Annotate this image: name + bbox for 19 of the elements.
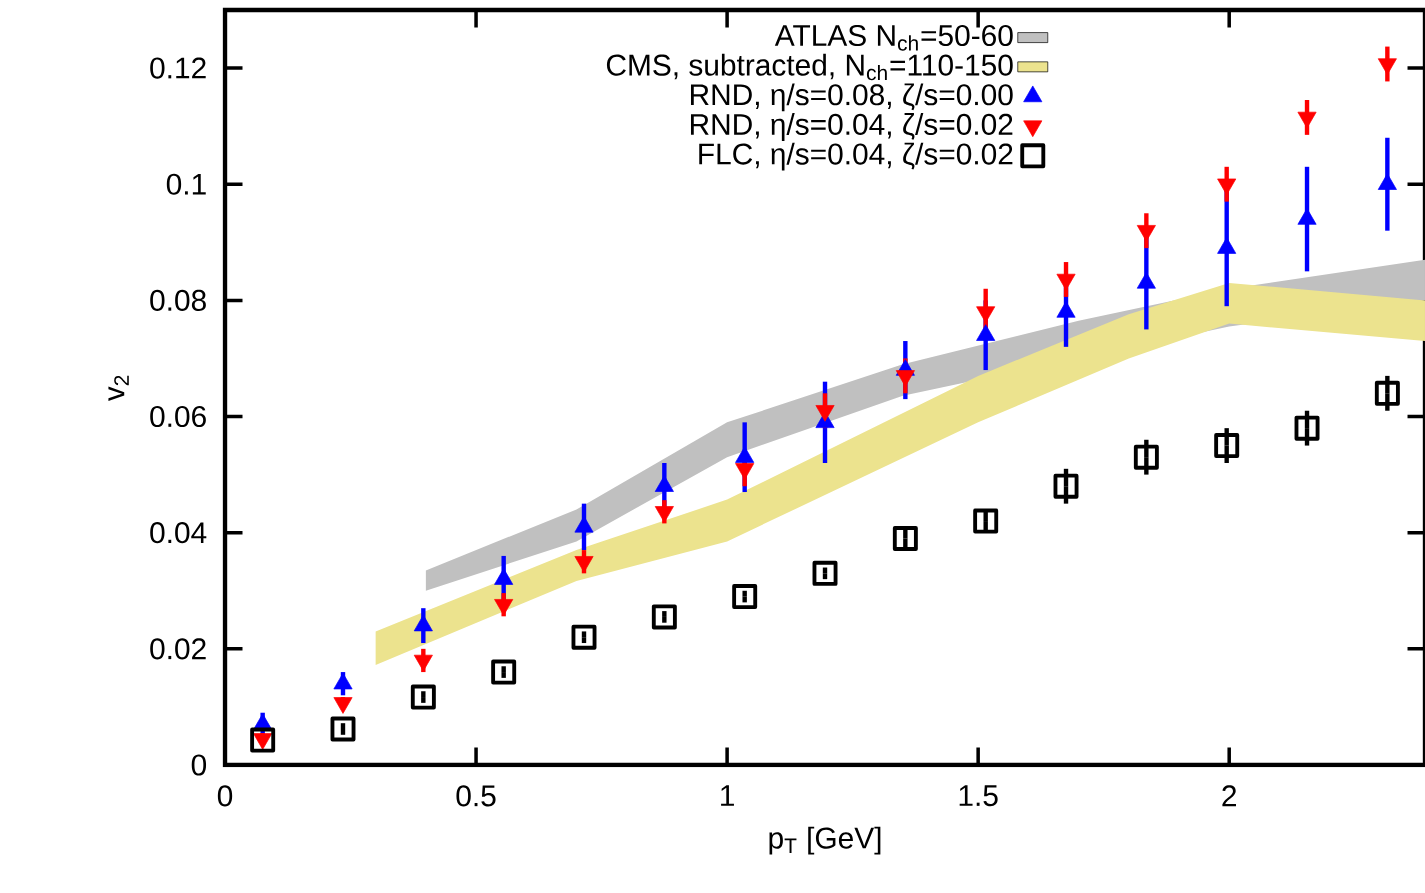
- y-tick-label: 0.08: [150, 289, 206, 311]
- y-axis-title: v$_{2}$: [108, 375, 129, 402]
- legend-label: RND, η/s=0.08, ζ/s=0.00: [690, 83, 1013, 112]
- legend-label: ATLAS N$_{ch}$=50-60: [774, 24, 1013, 51]
- x-tick-label: 2: [1222, 785, 1236, 807]
- y-tick-label: 0: [191, 754, 207, 776]
- legend-label: RND, η/s=0.04, ζ/s=0.02: [690, 113, 1013, 141]
- x-tick-label: 1.5: [959, 785, 998, 807]
- y-tick-label: 0.12: [150, 57, 206, 79]
- x-tick-label: 0.5: [456, 785, 496, 807]
- x-axis-title: p$_{T}$ [GeV]: [769, 826, 881, 855]
- x-tick-label: 0: [217, 785, 233, 807]
- legend-label: FLC, η/s=0.04, ζ/s=0.02: [699, 142, 1013, 171]
- legend-label: CMS, subtracted, N$_{ch}$=110-150: [606, 53, 1013, 81]
- y-tick-label: 0.02: [150, 638, 206, 660]
- y-tick-label: 0.1: [166, 173, 206, 195]
- y-tick-label: 0.04: [150, 522, 207, 544]
- x-tick-label: 1: [721, 785, 734, 806]
- y-tick-label: 0.06: [150, 405, 206, 428]
